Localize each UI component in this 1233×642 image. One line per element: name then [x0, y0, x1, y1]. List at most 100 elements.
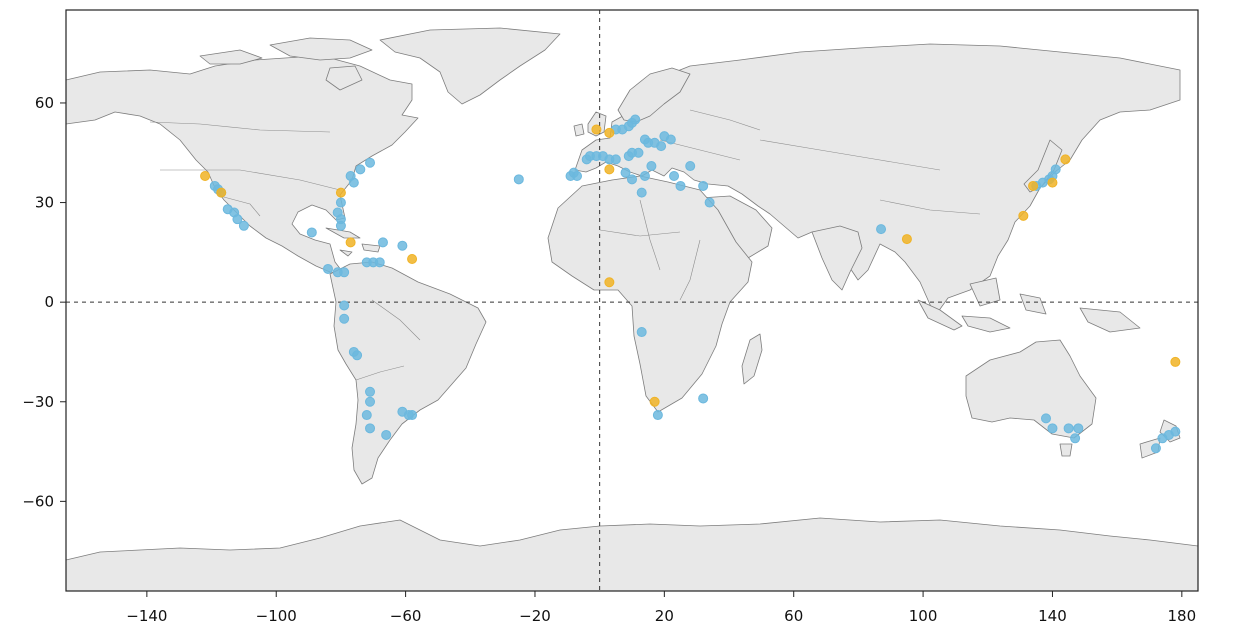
map-point-s2-9: [604, 277, 615, 288]
map-point-s1-71: [636, 327, 647, 338]
map-point-s1-70: [665, 134, 676, 145]
map-point-s2-4: [345, 237, 356, 248]
map-point-s2-12: [1018, 210, 1029, 221]
map-point-s2-11: [901, 234, 912, 245]
map-point-s2-2: [216, 187, 227, 198]
map-point-s1-24: [322, 263, 333, 274]
map-point-s1-54: [636, 187, 647, 198]
map-point-s2-16: [1170, 356, 1181, 367]
x-tick-label: 180: [1168, 607, 1197, 625]
x-tick-label: 60: [784, 607, 803, 625]
country-borders: [149, 109, 981, 381]
land-greenland: [379, 27, 561, 105]
map-point-s1-15: [365, 157, 376, 168]
map-point-s2-10: [649, 396, 660, 407]
map-point-s1-56: [675, 180, 686, 191]
map-point-s1-80: [1040, 413, 1051, 424]
map-point-s1-18: [397, 240, 408, 251]
y-tick-label: −60: [22, 492, 54, 510]
map-point-s1-74: [876, 224, 887, 235]
map-point-s1-21: [374, 257, 385, 268]
map-point-s1-84: [1070, 433, 1081, 444]
land-south-america: [329, 261, 487, 485]
x-tick-label: −20: [519, 607, 551, 625]
map-point-s2-14: [1047, 177, 1058, 188]
map-point-s1-83: [1073, 423, 1084, 434]
land-north-america: [65, 56, 419, 276]
map-point-s1-25: [339, 300, 350, 311]
y-tick-label: −30: [22, 393, 54, 411]
y-tick-label: 0: [44, 293, 54, 311]
x-tick-label: 100: [909, 607, 938, 625]
map-point-s1-32: [365, 423, 376, 434]
x-tick-label: 140: [1038, 607, 1067, 625]
map-point-s1-57: [685, 161, 696, 172]
land-british-isles: [573, 111, 607, 137]
map-point-s1-85: [1150, 443, 1161, 454]
plot-frame: [65, 9, 1199, 592]
map-point-s1-29: [365, 386, 376, 397]
map-point-s1-6: [232, 214, 243, 225]
land-africa: [547, 175, 753, 413]
map-point-s1-52: [639, 171, 650, 181]
landmasses: [65, 27, 1199, 592]
land-indonesia: [917, 277, 1141, 333]
map-point-s2-13: [1028, 180, 1039, 191]
map-point-s2-6: [591, 124, 602, 135]
map-point-s1-64: [630, 114, 641, 125]
y-tick-label: 30: [35, 194, 54, 212]
map-point-s1-33: [381, 429, 392, 440]
land-india: [811, 225, 863, 291]
map-point-s1-82: [1063, 423, 1074, 434]
map-point-s1-40: [572, 171, 583, 181]
map-point-s1-72: [652, 410, 663, 421]
map-point-s1-37: [513, 174, 524, 185]
map-point-s2-1: [200, 171, 211, 181]
land-eurasia: [574, 43, 1181, 317]
map-point-s1-79: [1050, 164, 1061, 175]
map-point-s1-51: [627, 174, 637, 185]
map-point-s1-49: [633, 147, 644, 158]
x-tick-label: −100: [256, 607, 297, 625]
sample-points: [200, 114, 1181, 454]
land-madagascar: [741, 333, 763, 385]
map-point-s1-55: [669, 171, 680, 181]
map-point-s1-16: [348, 177, 359, 188]
x-tick-label: −60: [390, 607, 422, 625]
map-point-s2-3: [335, 187, 346, 198]
map-point-s2-8: [604, 164, 615, 175]
map-point-s1-26: [339, 313, 350, 324]
map-point-s1-17: [377, 237, 388, 248]
map-point-s1-59: [704, 197, 715, 208]
map-point-s1-88: [1170, 426, 1181, 437]
land-tasmania: [1059, 443, 1073, 457]
map-point-s1-50: [620, 167, 631, 178]
map-point-s1-12: [335, 220, 346, 231]
map-point-s1-7: [238, 220, 249, 231]
land-arctic-islands: [199, 37, 373, 91]
map-point-s1-31: [361, 410, 372, 421]
land-australia: [965, 339, 1097, 439]
map-point-s1-53: [646, 161, 657, 172]
x-tick-label: −140: [126, 607, 167, 625]
y-axis: 60 30 0 −30 −60: [22, 94, 66, 510]
map-point-s1-73: [698, 393, 709, 404]
map-point-s1-8: [306, 227, 317, 238]
y-tick-label: 60: [35, 94, 54, 112]
map-point-s1-68: [656, 141, 667, 152]
map-point-s1-28: [352, 350, 363, 361]
map-point-s1-36: [407, 410, 418, 421]
land-antarctica: [65, 517, 1199, 592]
map-point-s2-7: [604, 127, 615, 138]
map-point-s1-9: [335, 197, 346, 208]
map-point-s1-46: [610, 154, 621, 165]
x-tick-label: 20: [655, 607, 674, 625]
map-point-s1-30: [365, 396, 376, 407]
map-point-s1-23: [332, 267, 343, 278]
x-axis: −140 −100 −60 −20 20 60 100 140 180: [126, 591, 1196, 625]
map-point-s1-14: [355, 164, 366, 175]
map-point-s1-81: [1047, 423, 1058, 434]
map-point-s2-15: [1060, 154, 1071, 165]
map-point-s1-58: [698, 180, 709, 191]
